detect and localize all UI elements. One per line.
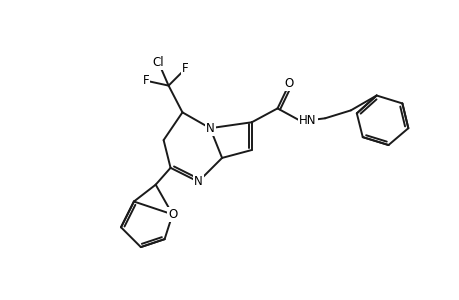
Text: HN: HN [299, 114, 316, 127]
Text: O: O [284, 77, 293, 90]
Text: O: O [168, 208, 177, 221]
Text: F: F [142, 74, 149, 87]
Text: Cl: Cl [152, 56, 164, 69]
Text: N: N [205, 122, 214, 135]
Text: F: F [182, 62, 188, 75]
Text: N: N [194, 175, 202, 188]
